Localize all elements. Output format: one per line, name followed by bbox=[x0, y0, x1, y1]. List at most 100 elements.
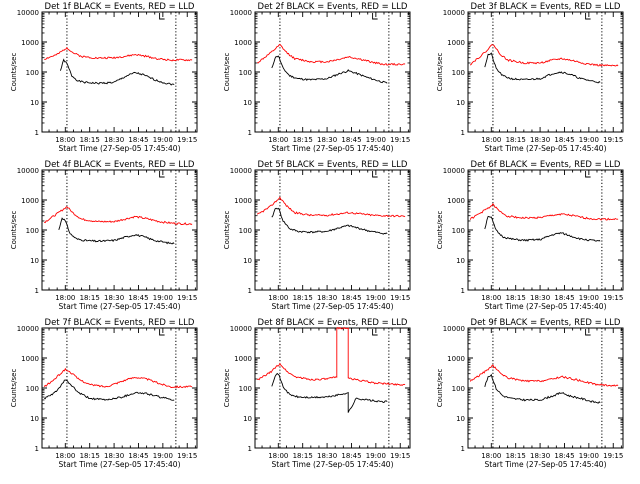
y-tick-label: 10 bbox=[456, 257, 465, 265]
y-tick-label: 10 bbox=[30, 415, 39, 423]
y-tick-label: 100 bbox=[26, 69, 39, 77]
y-tick-label: 10000 bbox=[443, 325, 465, 333]
y-tick-label: 1000 bbox=[234, 197, 252, 205]
x-tick-label: 19:15 bbox=[390, 452, 410, 460]
plot-frame bbox=[41, 169, 198, 291]
x-tick-label: 18:30 bbox=[317, 452, 337, 460]
x-tick-label: 18:15 bbox=[293, 136, 313, 144]
panel-title: Det 2f BLACK = Events, RED = LLD bbox=[258, 2, 408, 12]
series-line-lld bbox=[256, 196, 406, 218]
time-bracket-mark bbox=[585, 171, 591, 178]
series-line-events bbox=[484, 52, 601, 84]
x-tick-label: 18:30 bbox=[530, 452, 550, 460]
x-tick-label: 18:15 bbox=[506, 136, 526, 144]
y-tick-label: 1 bbox=[248, 129, 252, 137]
y-tick-label: 1000 bbox=[234, 355, 252, 363]
y-axis-label: Counts/sec bbox=[223, 53, 231, 92]
y-tick-label: 1000 bbox=[447, 39, 465, 47]
x-axis-label: Start Time (27-Sep-05 17:45:40) bbox=[485, 302, 607, 311]
y-tick-label: 1000 bbox=[21, 39, 39, 47]
panel-title: Det 4f BLACK = Events, RED = LLD bbox=[45, 160, 195, 170]
panel-title: Det 6f BLACK = Events, RED = LLD bbox=[471, 160, 621, 170]
y-tick-label: 1 bbox=[461, 129, 465, 137]
y-axis-label: Counts/sec bbox=[436, 211, 444, 250]
y-tick-label: 10000 bbox=[17, 167, 39, 175]
series-line-lld bbox=[256, 326, 406, 386]
y-tick-label: 100 bbox=[239, 69, 252, 77]
x-tick-label: 19:15 bbox=[603, 452, 623, 460]
time-bracket-mark bbox=[585, 329, 591, 336]
x-tick-label: 18:45 bbox=[128, 452, 148, 460]
detector-panel: Det 4f BLACK = Events, RED = LLD 1 10 100 10… bbox=[10, 160, 198, 311]
x-axis-label: Start Time (27-Sep-05 17:45:40) bbox=[485, 144, 607, 153]
y-tick-label: 1000 bbox=[21, 197, 39, 205]
x-tick-label: 18:45 bbox=[128, 136, 148, 144]
series-line-lld bbox=[469, 364, 619, 387]
x-tick-label: 18:00 bbox=[268, 452, 288, 460]
x-tick-label: 18:00 bbox=[55, 294, 75, 302]
y-axis-label: Counts/sec bbox=[223, 369, 231, 408]
x-tick-label: 18:45 bbox=[554, 294, 574, 302]
x-tick-label: 18:15 bbox=[506, 452, 526, 460]
x-axis-label: Start Time (27-Sep-05 17:45:40) bbox=[59, 460, 181, 469]
y-tick-label: 1000 bbox=[21, 355, 39, 363]
y-tick-label: 10 bbox=[243, 99, 252, 107]
detector-panel: Det 1f BLACK = Events, RED = LLD 1 10 100 10… bbox=[10, 2, 198, 153]
plot-frame bbox=[467, 327, 624, 449]
y-tick-label: 10000 bbox=[230, 325, 252, 333]
y-tick-label: 10000 bbox=[443, 167, 465, 175]
y-tick-label: 1 bbox=[35, 287, 39, 295]
plot-frame bbox=[467, 169, 624, 291]
panel-title: Det 9f BLACK = Events, RED = LLD bbox=[471, 318, 621, 328]
x-axis-label: Start Time (27-Sep-05 17:45:40) bbox=[272, 460, 394, 469]
x-tick-label: 18:15 bbox=[293, 294, 313, 302]
time-bracket-mark bbox=[372, 329, 378, 336]
series-line-events bbox=[271, 372, 388, 413]
y-tick-label: 10 bbox=[30, 257, 39, 265]
x-tick-label: 19:15 bbox=[177, 136, 197, 144]
x-tick-label: 19:00 bbox=[153, 294, 173, 302]
x-tick-label: 19:00 bbox=[579, 452, 599, 460]
x-tick-label: 18:45 bbox=[341, 294, 361, 302]
y-tick-label: 1 bbox=[248, 445, 252, 453]
panel-title: Det 8f BLACK = Events, RED = LLD bbox=[258, 318, 408, 328]
time-bracket-mark bbox=[372, 171, 378, 178]
x-tick-label: 18:00 bbox=[481, 452, 501, 460]
x-axis-label: Start Time (27-Sep-05 17:45:40) bbox=[272, 144, 394, 153]
x-tick-label: 19:00 bbox=[366, 136, 386, 144]
time-bracket-mark bbox=[159, 329, 165, 336]
series-line-lld bbox=[469, 44, 619, 67]
x-tick-label: 18:30 bbox=[104, 294, 124, 302]
plot-frame bbox=[41, 11, 198, 133]
y-tick-label: 10000 bbox=[443, 9, 465, 17]
plot-frame bbox=[254, 327, 411, 449]
y-tick-label: 100 bbox=[239, 385, 252, 393]
time-bracket-mark bbox=[159, 171, 165, 178]
y-axis-label: Counts/sec bbox=[10, 211, 18, 250]
y-tick-label: 10000 bbox=[17, 325, 39, 333]
y-axis-label: Counts/sec bbox=[10, 53, 18, 92]
series-line-events bbox=[43, 379, 175, 401]
panel-title: Det 7f BLACK = Events, RED = LLD bbox=[45, 318, 195, 328]
series-line-lld bbox=[44, 46, 193, 62]
x-tick-label: 18:30 bbox=[317, 294, 337, 302]
x-tick-label: 18:30 bbox=[104, 136, 124, 144]
x-tick-label: 19:00 bbox=[153, 136, 173, 144]
detector-panel: Det 5f BLACK = Events, RED = LLD 1 10 100 10… bbox=[223, 160, 411, 311]
detector-panel: Det 3f BLACK = Events, RED = LLD 1 10 100 10… bbox=[436, 2, 624, 153]
x-tick-label: 19:15 bbox=[603, 294, 623, 302]
series-line-events bbox=[271, 207, 388, 235]
series-line-lld bbox=[256, 43, 406, 66]
y-tick-label: 10 bbox=[243, 415, 252, 423]
x-axis-label: Start Time (27-Sep-05 17:45:40) bbox=[59, 144, 181, 153]
x-tick-label: 18:00 bbox=[268, 136, 288, 144]
time-bracket-mark bbox=[585, 13, 591, 20]
x-tick-label: 18:15 bbox=[80, 136, 100, 144]
series-line-events bbox=[58, 217, 175, 245]
y-tick-label: 10000 bbox=[230, 167, 252, 175]
y-axis-label: Counts/sec bbox=[436, 53, 444, 92]
y-tick-label: 10 bbox=[243, 257, 252, 265]
y-tick-label: 100 bbox=[452, 69, 465, 77]
x-tick-label: 18:15 bbox=[80, 452, 100, 460]
x-tick-label: 18:45 bbox=[341, 452, 361, 460]
